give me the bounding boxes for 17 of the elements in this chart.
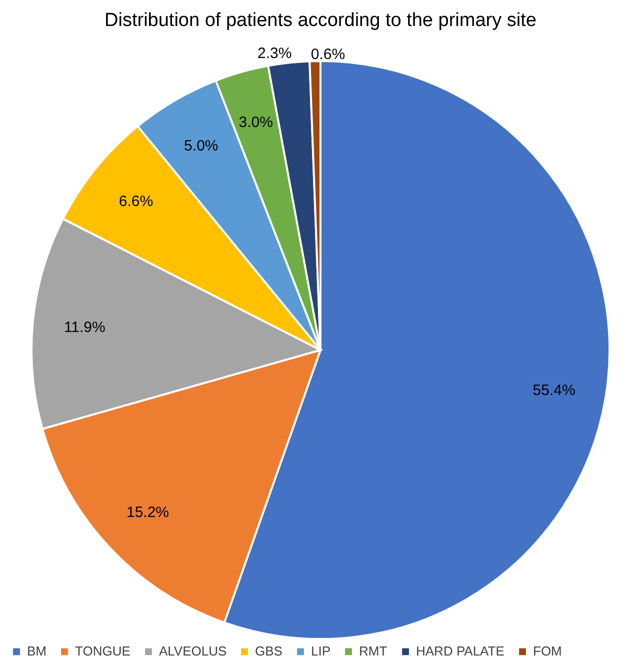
- legend-label: LIP: [311, 644, 331, 659]
- data-label: 15.2%: [126, 504, 170, 522]
- data-label: 5.0%: [184, 137, 218, 154]
- legend-label: ALVEOLUS: [159, 644, 228, 659]
- data-label: 3.0%: [238, 114, 273, 132]
- data-label: 6.6%: [118, 193, 154, 210]
- legend-label: TONGUE: [75, 644, 131, 659]
- data-label: 2.3%: [257, 44, 292, 62]
- data-label: 55.4%: [532, 382, 576, 400]
- legend-label: BM: [27, 644, 46, 659]
- data-label: 11.9%: [64, 318, 106, 336]
- legend-label: GBS: [255, 644, 283, 659]
- legend-label: RMT: [359, 644, 388, 659]
- legend-label: FOM: [533, 644, 562, 659]
- legend-label: HARD PALATE: [416, 644, 505, 659]
- data-label: 0.6%: [310, 46, 346, 64]
- chart-title: Distribution of patients according to the primary site: [104, 10, 536, 32]
